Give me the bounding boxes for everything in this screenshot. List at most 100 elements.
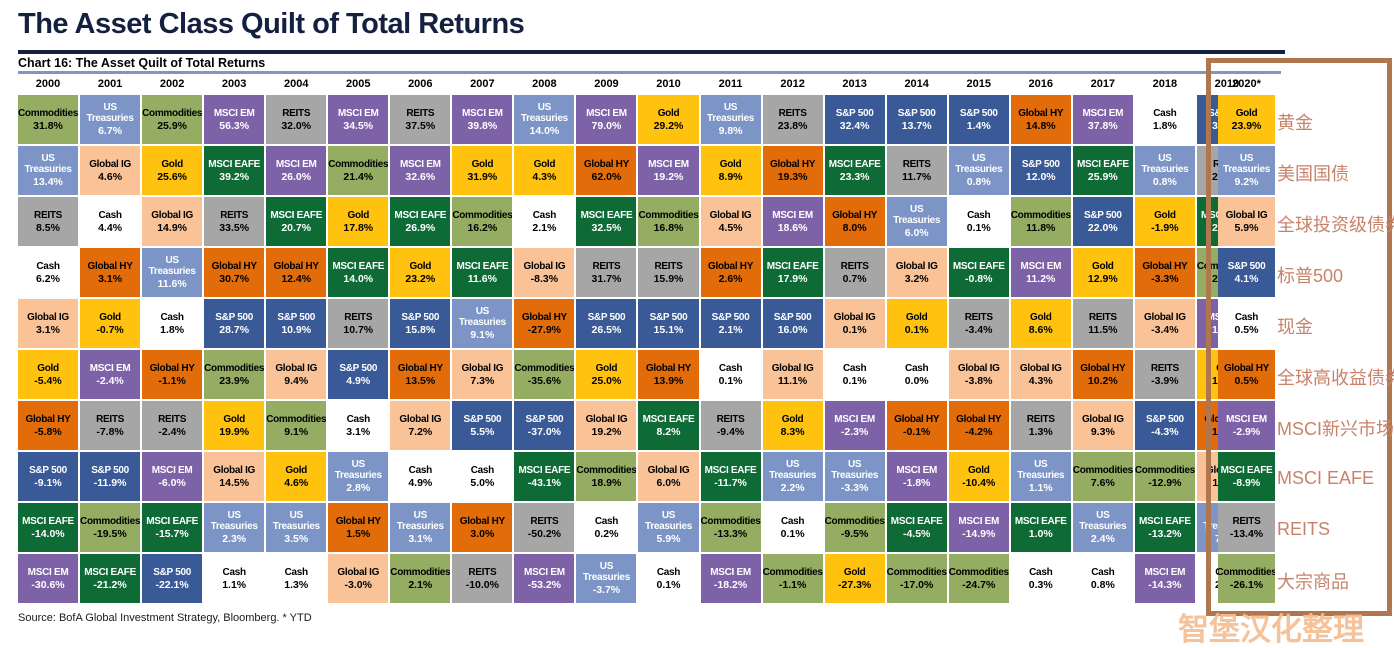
asset-return: -4.2% <box>965 425 993 438</box>
quilt-cell: REITS -10.0% <box>452 554 513 603</box>
asset-name: US Treasuries <box>1017 459 1065 481</box>
quilt-cell: MSCI EM 56.3% <box>204 95 265 144</box>
quilt-cell: US Treasuries 6.7% <box>80 95 141 144</box>
asset-return: 11.6% <box>467 272 497 285</box>
asset-name: US Treasuries <box>582 561 630 583</box>
asset-return: 1.8% <box>160 323 185 336</box>
asset-return: -10.0% <box>465 578 499 591</box>
quilt-cell: Commodities 7.6% <box>1072 452 1133 501</box>
quilt-cell: MSCI EAFE 14.0% <box>328 248 389 297</box>
asset-name: S&P 500 <box>1083 209 1122 221</box>
asset-name: MSCI EM <box>958 515 1000 527</box>
year-column-2005: 2005 MSCI EM 34.5% Commodities 21.4% Gold 17.8… <box>328 78 389 603</box>
quilt-cell: REITS -3.9% <box>1134 350 1195 399</box>
quilt-cell: MSCI EM 19.2% <box>638 146 699 195</box>
quilt-cell: MSCI EM 32.6% <box>390 146 451 195</box>
year-column-2018: 2018 Cash 1.8% US Treasuries 0.8% Gold -1.9% Gl… <box>1134 78 1195 603</box>
quilt-cell: Cash 5.0% <box>452 452 513 501</box>
asset-return: 9.3% <box>1090 425 1115 438</box>
quilt-cell: S&P 500 4.1% <box>1218 248 1275 297</box>
asset-return: 19.2% <box>653 170 684 183</box>
quilt-cell: Global HY 2.6% <box>700 248 761 297</box>
quilt-cell: Global IG 6.0% <box>638 452 699 501</box>
quilt-cell: Commodities 31.8% <box>18 95 79 144</box>
asset-name: Gold <box>347 209 370 221</box>
quilt-cell: Global IG 0.1% <box>824 299 885 348</box>
quilt-cell: Gold 0.1% <box>886 299 947 348</box>
asset-return: -14.0% <box>31 527 65 540</box>
quilt-cell: S&P 500 16.0% <box>762 299 823 348</box>
asset-return: -11.7% <box>714 476 747 489</box>
asset-name: Global IG <box>523 260 566 272</box>
asset-return: -26.1% <box>1229 578 1264 591</box>
quilt-cell: MSCI EM -18.2% <box>700 554 761 603</box>
asset-return: 0.1% <box>966 221 991 234</box>
asset-name: Gold <box>533 158 556 170</box>
asset-return: 9.1% <box>470 329 495 341</box>
quilt-cell: MSCI EAFE 20.7% <box>266 197 327 246</box>
asset-return: 4.6% <box>98 170 123 183</box>
quilt-cell: Commodities -17.0% <box>886 554 947 603</box>
asset-name: Gold <box>657 107 680 119</box>
quilt-cell: Gold -0.7% <box>80 299 141 348</box>
quilt-cell: US Treasuries 0.8% <box>948 146 1009 195</box>
asset-return: 0.8% <box>1090 578 1115 591</box>
asset-name: Cash <box>284 566 309 578</box>
year-label: 2003 <box>221 78 247 90</box>
quilt-cell: S&P 500 1.4% <box>948 95 1009 144</box>
asset-name: Commodities <box>390 566 451 578</box>
quilt-cell: Global IG 9.4% <box>266 350 327 399</box>
asset-name: MSCI EM <box>772 209 813 221</box>
year-column-2011: 2011 US Treasuries 9.8% Gold 8.9% Global IG 4.… <box>700 78 761 603</box>
quilt-cell: Global HY 14.8% <box>1010 95 1071 144</box>
asset-name: Cash <box>1234 311 1259 323</box>
asset-name: Gold <box>905 311 928 323</box>
asset-return: -14.3% <box>1148 578 1182 591</box>
asset-return: -13.3% <box>713 527 748 540</box>
asset-name: US Treasuries <box>893 204 941 226</box>
quilt-cell: REITS 0.7% <box>824 248 885 297</box>
asset-return: 6.0% <box>656 476 681 489</box>
quilt-cell: Gold -10.4% <box>948 452 1009 501</box>
year-column-2008: 2008 US Treasuries 14.0% Gold 4.3% Cash 2.1% Gl… <box>514 78 575 603</box>
quilt-cell: Commodities 2.1% <box>390 554 451 603</box>
asset-return: 25.9% <box>157 119 187 132</box>
quilt-cell: Global HY 62.0% <box>576 146 637 195</box>
quilt-cell: MSCI EM 37.8% <box>1072 95 1133 144</box>
asset-return: 10.2% <box>1087 374 1118 387</box>
asset-name: Global IG <box>275 362 318 374</box>
asset-name: REITS <box>282 107 311 119</box>
quilt-cell: S&P 500 4.9% <box>328 350 389 399</box>
quilt-cell: US Treasuries -3.7% <box>576 554 637 603</box>
year-column-2016: 2016 Global HY 14.8% S&P 500 12.0% Commoditie… <box>1010 78 1071 603</box>
asset-name: US Treasuries <box>272 510 320 532</box>
asset-return: 0.5% <box>1234 374 1259 387</box>
asset-name: Gold <box>471 158 494 170</box>
asset-return: 9.1% <box>284 425 309 438</box>
asset-name: Cash <box>780 515 805 527</box>
asset-return: -50.2% <box>527 527 562 540</box>
quilt-cell: Commodities 9.1% <box>266 401 327 450</box>
quilt-cell: US Treasuries 13.4% <box>18 146 79 195</box>
quilt-cell: US Treasuries 1.1% <box>1010 452 1071 501</box>
asset-name: MSCI EM <box>151 464 193 476</box>
quilt-cell: Cash 0.1% <box>762 503 823 552</box>
quilt-cell: Gold 8.3% <box>762 401 823 450</box>
quilt-cell: Commodities 18.9% <box>576 452 637 501</box>
year-column-2010: 2010 Gold 29.2% MSCI EM 19.2% Commodities 16.8… <box>638 78 699 603</box>
asset-return: 2.8% <box>346 482 371 494</box>
quilt-cell: S&P 500 13.7% <box>886 95 947 144</box>
quilt-cell: S&P 500 2.1% <box>700 299 761 348</box>
quilt-grid: 2000 Commodities 31.8% US Treasuries 13.4% RE… <box>18 78 1257 603</box>
asset-name: Commodities <box>18 107 79 119</box>
asset-name: MSCI EM <box>462 107 503 119</box>
asset-return: 11.2% <box>1026 272 1056 285</box>
asset-name: MSCI EAFE <box>952 260 1005 272</box>
asset-name: MSCI EAFE <box>270 209 323 221</box>
asset-return: 0.1% <box>656 578 681 591</box>
year-column-2014: 2014 S&P 500 13.7% REITS 11.7% US Treasuries 6… <box>886 78 947 603</box>
quilt-cell: S&P 500 32.4% <box>824 95 885 144</box>
asset-return: 19.3% <box>777 170 808 183</box>
quilt-cell: MSCI EAFE -11.7% <box>700 452 761 501</box>
